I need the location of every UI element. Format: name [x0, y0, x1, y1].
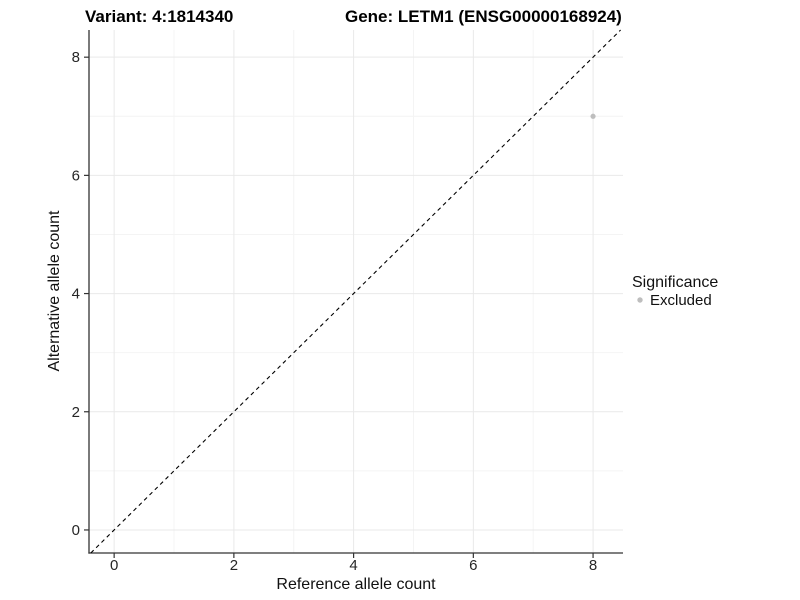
plot-panel: 0 2 4 6 8 0 2 4 6 8: [72, 29, 623, 574]
x-tick-label: 0: [110, 557, 118, 574]
x-tick-label: 6: [469, 557, 477, 574]
y-tick-label: 0: [72, 522, 80, 539]
y-tick-label: 4: [72, 286, 80, 303]
y-tick-label: 6: [72, 167, 80, 184]
y-axis-title: Alternative allele count: [46, 210, 63, 372]
x-tick-label: 2: [230, 557, 238, 574]
x-tick-label: 4: [349, 557, 357, 574]
x-axis-title: Reference allele count: [276, 576, 436, 593]
legend-point-icon: [637, 297, 643, 303]
y-tick-label: 2: [72, 404, 80, 421]
y-tick-label: 8: [72, 49, 80, 66]
legend-item-label: Excluded: [650, 292, 712, 309]
variant-title: Variant: 4:1814340: [85, 7, 233, 26]
data-point: [590, 113, 596, 119]
gene-title: Gene: LETM1 (ENSG00000168924): [345, 7, 622, 26]
legend-title: Significance: [632, 274, 718, 291]
legend: Significance Excluded: [632, 274, 718, 309]
x-tick-label: 8: [589, 557, 597, 574]
identity-reference-line: [90, 29, 621, 554]
